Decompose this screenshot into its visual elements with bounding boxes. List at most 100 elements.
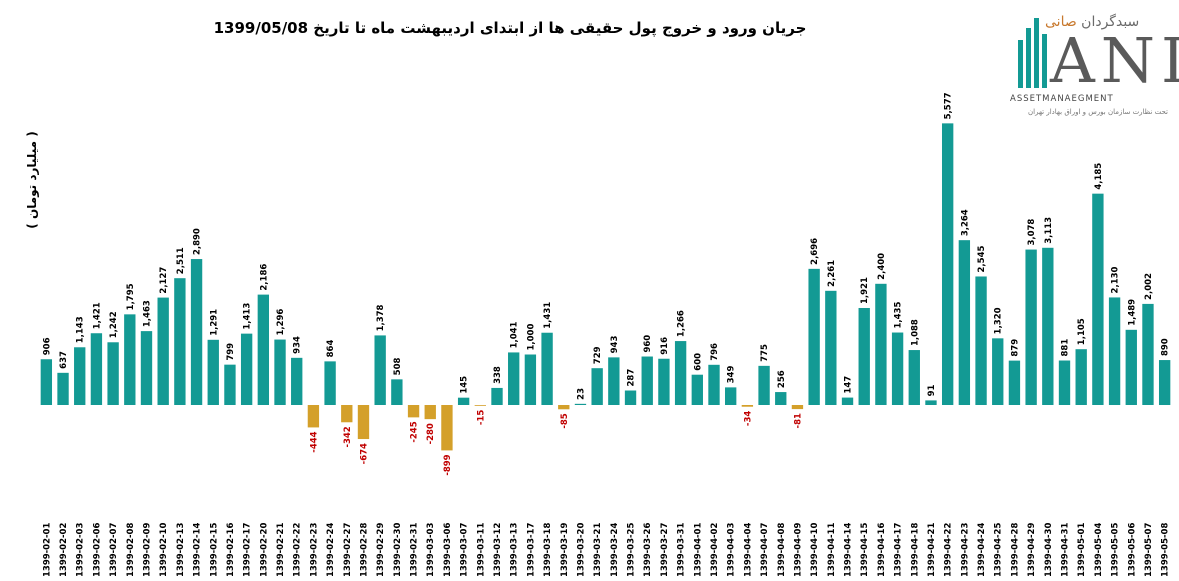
x-tick-label-1399-03-18: 1399-03-18 <box>543 523 553 577</box>
bar-1399-02-30 <box>391 379 403 405</box>
bar-1399-04-08 <box>775 392 787 405</box>
x-tick-label-1399-02-02: 1399-02-02 <box>59 523 69 577</box>
bar-1399-04-23 <box>958 240 971 405</box>
value-label-1399-03-31: 1,266 <box>677 310 687 337</box>
value-label-1399-04-01: 600 <box>693 353 703 371</box>
value-label-1399-03-13: 1,041 <box>510 321 520 348</box>
value-label-1399-02-20: 2,186 <box>259 264 269 291</box>
x-tick-label-1399-02-03: 1399-02-03 <box>76 523 86 577</box>
x-tick-label-1399-04-10: 1399-04-10 <box>810 523 820 577</box>
value-label-1399-02-14: 2,890 <box>193 228 203 255</box>
bar-1399-02-10 <box>157 297 169 405</box>
bar-1399-03-24 <box>608 357 620 405</box>
x-tick-label-1399-03-06: 1399-03-06 <box>443 523 453 577</box>
value-label-1399-03-18: 1,431 <box>543 302 553 329</box>
bar-1399-02-23 <box>307 405 320 428</box>
bar-1399-02-03 <box>74 347 86 405</box>
value-label-1399-04-28: 879 <box>1010 339 1020 357</box>
value-label-1399-04-04: -34 <box>743 411 753 426</box>
value-label-1399-02-16: 799 <box>226 343 236 361</box>
bar-1399-04-25 <box>992 338 1004 405</box>
value-label-1399-04-14: 147 <box>844 376 854 394</box>
value-label-1399-04-11: 2,261 <box>827 260 837 287</box>
value-label-1399-05-08: 890 <box>1161 338 1171 356</box>
bar-1399-05-06 <box>1125 329 1137 405</box>
x-tick-label-1399-02-28: 1399-02-28 <box>359 523 369 577</box>
value-label-1399-03-06: -899 <box>443 454 453 475</box>
value-label-1399-03-07: 145 <box>460 376 470 394</box>
value-label-1399-02-29: 1,378 <box>376 304 386 331</box>
value-label-1399-04-29: 3,078 <box>1027 219 1037 246</box>
bar-1399-03-18 <box>541 332 553 405</box>
value-label-1399-02-15: 1,291 <box>209 309 219 336</box>
value-label-1399-05-07: 2,002 <box>1144 273 1154 300</box>
x-tick-label-1399-03-27: 1399-03-27 <box>660 523 670 577</box>
bar-1399-04-24 <box>975 276 987 405</box>
bar-1399-04-01 <box>691 374 703 405</box>
x-tick-label-1399-04-08: 1399-04-08 <box>777 523 787 577</box>
value-label-1399-05-04: 4,185 <box>1094 163 1104 190</box>
x-tick-label-1399-04-07: 1399-04-07 <box>760 523 770 577</box>
value-label-1399-04-30: 3,113 <box>1044 217 1054 244</box>
bar-1399-04-17 <box>891 332 904 405</box>
x-tick-label-1399-04-15: 1399-04-15 <box>860 523 870 577</box>
x-tick-label-1399-03-24: 1399-03-24 <box>610 523 620 577</box>
bar-1399-04-21 <box>925 400 937 405</box>
x-tick-label-1399-03-26: 1399-03-26 <box>643 523 653 577</box>
x-tick-label-1399-04-09: 1399-04-09 <box>793 523 803 577</box>
value-label-1399-02-28: -674 <box>359 443 369 464</box>
bar-1399-02-22 <box>291 357 303 405</box>
x-tick-label-1399-03-12: 1399-03-12 <box>493 523 503 577</box>
x-tick-label-1399-04-24: 1399-04-24 <box>977 523 987 577</box>
bar-1399-03-26 <box>641 356 653 405</box>
value-label-1399-04-22: 5,577 <box>944 92 954 119</box>
value-label-1399-04-15: 1,921 <box>860 277 870 304</box>
bar-1399-03-12 <box>491 387 503 405</box>
bar-1399-05-08 <box>1158 360 1171 406</box>
value-label-1399-02-08: 1,795 <box>126 283 136 310</box>
value-label-1399-05-05: 2,130 <box>1111 266 1121 293</box>
value-label-1399-04-03: 349 <box>727 366 737 384</box>
x-tick-label-1399-03-25: 1399-03-25 <box>627 523 637 577</box>
value-label-1399-04-02: 796 <box>710 343 720 361</box>
bar-1399-05-07 <box>1142 303 1154 405</box>
x-tick-label-1399-04-03: 1399-04-03 <box>727 523 737 577</box>
value-label-1399-02-09: 1,463 <box>142 300 152 327</box>
value-label-1399-04-21: 91 <box>927 384 937 396</box>
value-label-1399-04-09: -81 <box>793 413 803 428</box>
value-label-1399-02-02: 637 <box>59 351 69 369</box>
x-tick-label-1399-05-01: 1399-05-01 <box>1077 523 1087 577</box>
value-label-1399-03-21: 729 <box>593 346 603 364</box>
x-tick-label-1399-04-28: 1399-04-28 <box>1010 523 1020 577</box>
value-label-1399-02-01: 906 <box>42 337 52 355</box>
value-label-1399-04-10: 2,696 <box>810 238 820 265</box>
bar-1399-03-19 <box>558 405 570 410</box>
bar-1399-03-25 <box>624 390 637 405</box>
bar-1399-05-01 <box>1075 349 1087 405</box>
bar-1399-02-20 <box>257 294 270 405</box>
x-tick-label-1399-03-17: 1399-03-17 <box>526 523 536 577</box>
x-tick-label-1399-02-15: 1399-02-15 <box>209 523 219 577</box>
x-tick-label-1399-02-06: 1399-02-06 <box>92 523 102 577</box>
bar-1399-03-07 <box>457 397 470 405</box>
x-tick-label-1399-03-19: 1399-03-19 <box>560 523 570 577</box>
bar-1399-03-13 <box>508 352 520 405</box>
value-label-1399-03-25: 287 <box>627 369 637 387</box>
value-label-1399-02-31: -245 <box>410 421 420 442</box>
x-tick-label-1399-02-13: 1399-02-13 <box>176 523 186 577</box>
bar-1399-04-30 <box>1042 247 1054 405</box>
x-tick-label-1399-03-11: 1399-03-11 <box>476 523 486 577</box>
logo-subtitle: تحت نظارت سازمان بورس و اوراق بهادار تهر… <box>1028 108 1168 116</box>
value-label-1399-02-17: 1,413 <box>243 303 253 330</box>
x-tick-label-1399-02-01: 1399-02-01 <box>42 523 52 577</box>
x-tick-label-1399-02-30: 1399-02-30 <box>393 523 403 577</box>
x-tick-label-1399-04-23: 1399-04-23 <box>960 523 970 577</box>
x-tick-label-1399-02-20: 1399-02-20 <box>259 523 269 577</box>
bar-1399-05-04 <box>1092 193 1104 405</box>
value-label-1399-02-06: 1,421 <box>92 302 102 329</box>
value-label-1399-03-20: 23 <box>576 388 586 400</box>
bar-1399-04-09 <box>791 405 804 410</box>
value-label-1399-03-12: 338 <box>493 366 503 384</box>
value-label-1399-03-27: 916 <box>660 337 670 355</box>
